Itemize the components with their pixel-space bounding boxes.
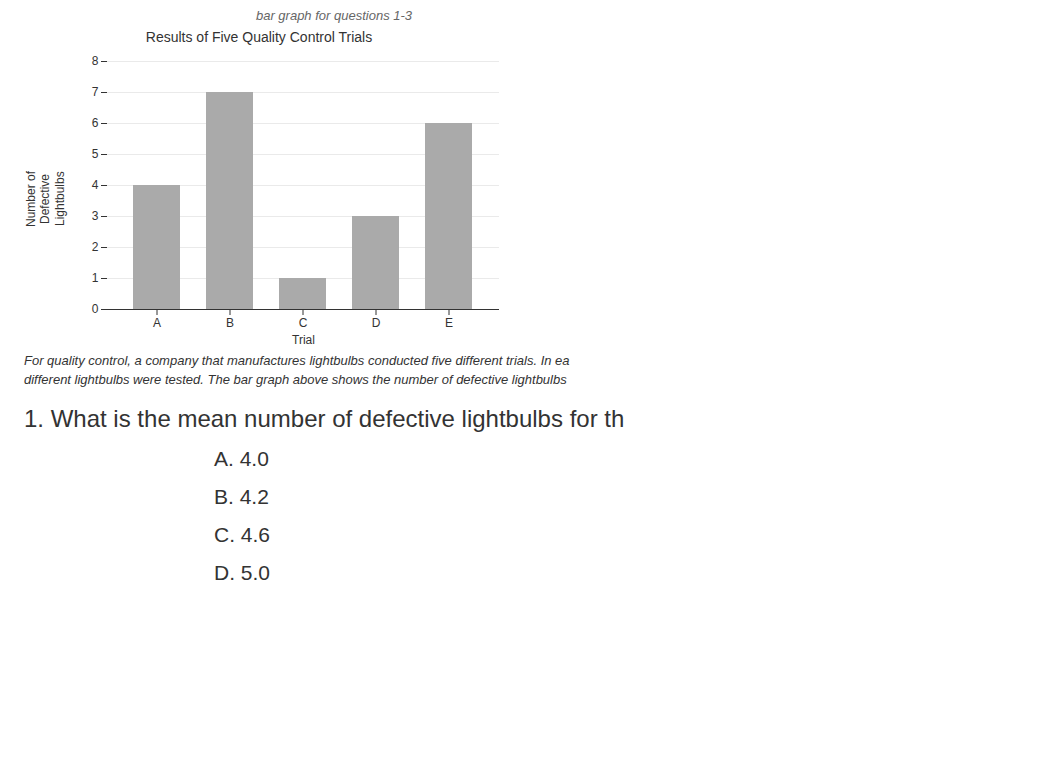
html-text:bar graph for questions 1-3: bar graph for questions 1-3 (255, 8, 412, 23)
svg-text:1: 1 (92, 271, 99, 285)
svg-text:B: B (226, 316, 234, 330)
svg-text:A: A (153, 316, 161, 330)
svg-text:0: 0 (92, 302, 99, 316)
html-text:1. What is the mean number of: 1. What is the mean number of defective … (24, 405, 625, 432)
html-text:different lightbulbs were test: different lightbulbs were tested. The ba… (24, 372, 567, 387)
svg-text:Trial: Trial (292, 333, 315, 347)
svg-text:D: D (372, 316, 381, 330)
svg-text:E: E (445, 316, 453, 330)
svg-text:C: C (299, 316, 308, 330)
html-text:A. 4.0: A. 4.0 (214, 447, 269, 470)
svg-text:7: 7 (92, 85, 99, 99)
svg-text:2: 2 (92, 240, 99, 254)
html-text:C. 4.6: C. 4.6 (214, 523, 270, 546)
svg-text:6: 6 (92, 116, 99, 130)
svg-text:4: 4 (92, 178, 99, 192)
html-text:D. 5.0: D. 5.0 (214, 561, 270, 584)
svg-text:5: 5 (92, 147, 99, 161)
svg-text:3: 3 (92, 209, 99, 223)
html-text:B. 4.2: B. 4.2 (214, 485, 269, 508)
html-text:For quality control, a company: For quality control, a company that manu… (24, 353, 570, 368)
html-text:Number of Defective Lightbulbs: Number of Defective Lightbulbs (24, 171, 67, 227)
html-text:Results of Five Quality Contro: Results of Five Quality Control Trials (145, 29, 373, 45)
svg-text:8: 8 (92, 54, 99, 68)
